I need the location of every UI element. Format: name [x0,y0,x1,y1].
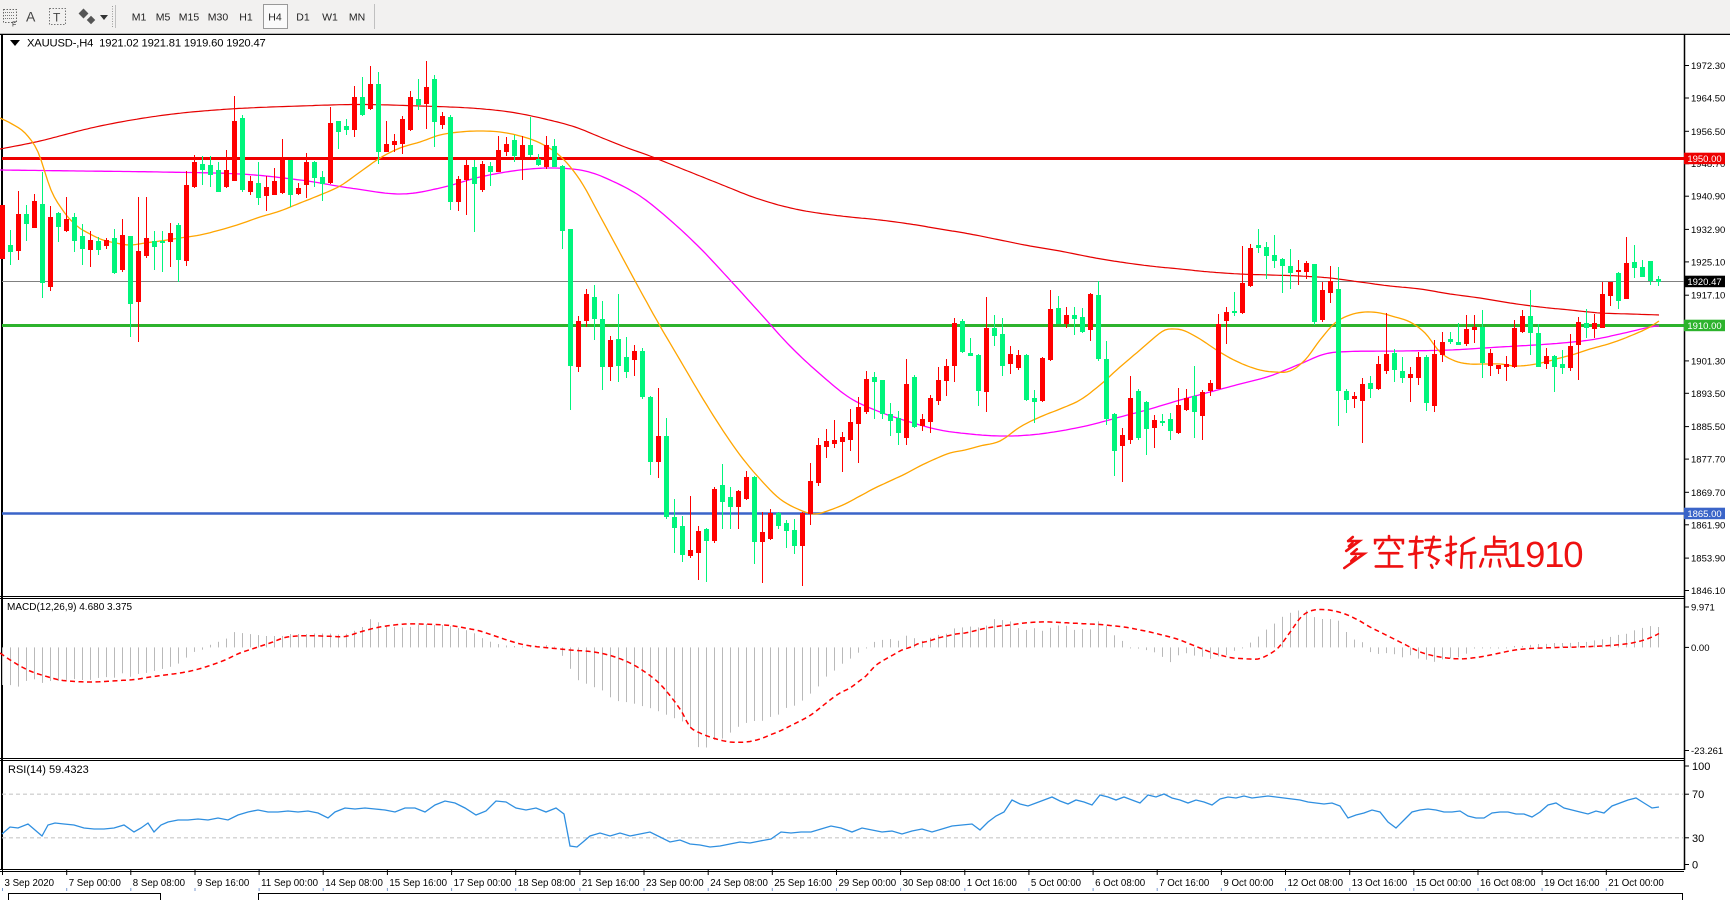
svg-text:1917.10: 1917.10 [1691,291,1725,302]
svg-text:D1: D1 [296,12,310,24]
svg-text:12 Oct 08:00: 12 Oct 08:00 [1288,878,1344,889]
svg-text:15 Oct 00:00: 15 Oct 00:00 [1416,878,1472,889]
svg-text:30 Sep 08:00: 30 Sep 08:00 [903,878,961,889]
svg-text:13 Oct 16:00: 13 Oct 16:00 [1352,878,1408,889]
svg-text:23 Sep 00:00: 23 Sep 00:00 [646,878,704,889]
svg-text:21 Sep 16:00: 21 Sep 16:00 [582,878,640,889]
svg-text:1910: 1910 [1506,534,1582,575]
svg-text:1920.47: 1920.47 [1687,277,1721,288]
svg-text:F: F [12,22,16,29]
svg-text:5 Oct 00:00: 5 Oct 00:00 [1031,878,1082,889]
svg-text:8 Sep 08:00: 8 Sep 08:00 [133,878,186,889]
svg-text:17 Sep 00:00: 17 Sep 00:00 [454,878,512,889]
svg-text:15 Sep 16:00: 15 Sep 16:00 [389,878,447,889]
svg-text:1885.50: 1885.50 [1691,422,1725,433]
svg-text:1964.50: 1964.50 [1691,94,1725,105]
svg-text:24 Sep 08:00: 24 Sep 08:00 [710,878,768,889]
svg-text:T: T [53,11,61,25]
svg-text:16 Oct 08:00: 16 Oct 08:00 [1480,878,1536,889]
svg-text:29 Sep 00:00: 29 Sep 00:00 [839,878,897,889]
svg-text:1 Oct 16:00: 1 Oct 16:00 [967,878,1018,889]
svg-text:14 Sep 08:00: 14 Sep 08:00 [325,878,383,889]
svg-text:7 Sep 00:00: 7 Sep 00:00 [69,878,122,889]
svg-text:1940.90: 1940.90 [1691,192,1725,203]
svg-text:7 Oct 16:00: 7 Oct 16:00 [1159,878,1210,889]
svg-text:0: 0 [1692,860,1698,872]
svg-text:A: A [26,9,36,25]
svg-text:1853.90: 1853.90 [1691,554,1725,565]
svg-text:1950.00: 1950.00 [1687,154,1721,165]
svg-text:25 Sep 16:00: 25 Sep 16:00 [774,878,832,889]
svg-text:H4: H4 [268,12,282,24]
svg-text:H1: H1 [239,12,253,24]
svg-text:6 Oct 08:00: 6 Oct 08:00 [1095,878,1146,889]
svg-text:-23.261: -23.261 [1691,746,1723,757]
svg-text:18 Sep 08:00: 18 Sep 08:00 [518,878,576,889]
svg-text:1869.70: 1869.70 [1691,488,1725,499]
svg-text:9.971: 9.971 [1691,603,1715,614]
svg-text:100: 100 [1692,761,1710,773]
svg-text:1956.50: 1956.50 [1691,127,1725,138]
svg-text:M1: M1 [132,12,147,24]
svg-text:1972.30: 1972.30 [1691,61,1725,72]
svg-text:1846.10: 1846.10 [1691,586,1725,597]
svg-text:1877.70: 1877.70 [1691,455,1725,466]
svg-text:1861.90: 1861.90 [1691,520,1725,531]
svg-text:21 Oct 00:00: 21 Oct 00:00 [1608,878,1664,889]
svg-text:30: 30 [1692,833,1704,845]
svg-text:9 Sep 16:00: 9 Sep 16:00 [197,878,250,889]
svg-text:11 Sep 00:00: 11 Sep 00:00 [261,878,319,889]
svg-text:1901.30: 1901.30 [1691,356,1725,367]
svg-text:W1: W1 [322,12,338,24]
svg-text:9 Oct 00:00: 9 Oct 00:00 [1223,878,1274,889]
svg-text:1910.00: 1910.00 [1687,321,1721,332]
svg-text:M30: M30 [208,12,229,24]
svg-text:3 Sep 2020: 3 Sep 2020 [5,878,55,889]
svg-text:1932.90: 1932.90 [1691,225,1725,236]
svg-text:1865.00: 1865.00 [1687,509,1721,520]
svg-text:MACD(12,26,9) 4.680 3.375: MACD(12,26,9) 4.680 3.375 [7,602,133,613]
svg-text:1925.10: 1925.10 [1691,257,1725,268]
svg-text:XAUUSD-,H4 1921.02 1921.81 19: XAUUSD-,H4 1921.02 1921.81 1919.60 1920.… [27,38,266,50]
svg-text:MN: MN [349,12,365,24]
svg-text:1893.50: 1893.50 [1691,389,1725,400]
svg-text:19 Oct 16:00: 19 Oct 16:00 [1544,878,1600,889]
svg-text:0.00: 0.00 [1691,643,1710,654]
svg-text:1948.70: 1948.70 [1691,159,1725,170]
svg-text:RSI(14) 59.4323: RSI(14) 59.4323 [8,764,89,776]
svg-text:M15: M15 [179,12,200,24]
svg-text:70: 70 [1692,789,1704,801]
svg-text:M5: M5 [156,12,171,24]
